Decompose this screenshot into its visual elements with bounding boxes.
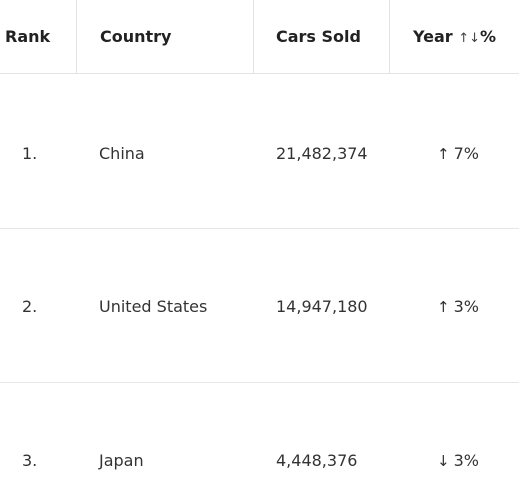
year-header-label: Year: [413, 27, 453, 46]
table-row: 3. Japan 4,448,376 ↓ 3%: [0, 381, 519, 495]
cars-sold-column-header[interactable]: Cars Sold: [253, 0, 389, 73]
table-row: 2. United States 14,947,180 ↑ 3%: [0, 228, 519, 383]
country-cell: Japan: [99, 451, 144, 470]
cars-sold-cell: 21,482,374: [276, 144, 368, 163]
table-header: Rank Country Cars Sold Year ↑↓%: [0, 0, 519, 74]
cars-sold-cell: 14,947,180: [276, 297, 368, 316]
year-change-cell: ↑ 7%: [437, 144, 479, 163]
year-change-cell: ↑ 3%: [437, 297, 479, 316]
country-column-header[interactable]: Country: [76, 0, 253, 73]
rank-column-header[interactable]: Rank: [5, 27, 51, 46]
sort-icon[interactable]: ↑↓: [458, 31, 481, 46]
year-change-cell: ↓ 3%: [437, 451, 479, 470]
change-value: 3%: [453, 451, 479, 470]
year-header-suffix: %: [480, 27, 497, 46]
rank-cell: 2.: [22, 297, 38, 316]
table-row: 1. China 21,482,374 ↑ 7%: [0, 74, 519, 229]
cars-sold-cell: 4,448,376: [276, 451, 358, 470]
country-cell: China: [99, 144, 145, 163]
arrow-up-icon: ↑: [437, 298, 450, 316]
rank-cell: 3.: [22, 451, 38, 470]
country-cell: United States: [99, 297, 208, 316]
change-value: 3%: [453, 297, 479, 316]
change-value: 7%: [453, 144, 479, 163]
rank-cell: 1.: [22, 144, 38, 163]
arrow-down-icon: ↓: [437, 452, 450, 470]
year-change-column-header[interactable]: Year ↑↓%: [389, 0, 519, 73]
arrow-up-icon: ↑: [437, 145, 450, 163]
